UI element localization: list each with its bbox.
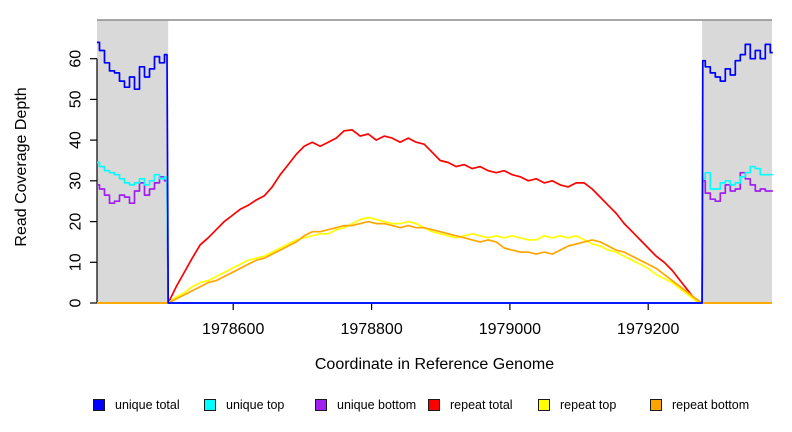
legend-item-unique-bottom: unique bottom — [315, 398, 416, 412]
y-tick-label: 30 — [68, 172, 85, 190]
x-tick-label: 1979200 — [617, 321, 679, 338]
legend-label-repeat-top: repeat top — [560, 398, 617, 412]
legend-swatch-repeat-bottom — [650, 399, 662, 411]
y-tick-label: 40 — [68, 131, 85, 149]
y-tick-label: 20 — [68, 213, 85, 231]
y-tick-label: 50 — [68, 90, 85, 108]
legend-label-repeat-total: repeat total — [450, 398, 513, 412]
series-repeat-bottom — [97, 220, 772, 304]
legend-item-repeat-top: repeat top — [538, 398, 616, 412]
legend-swatch-unique-top — [204, 399, 216, 411]
x-tick-label: 1978600 — [202, 321, 264, 338]
legend-label-unique-top: unique top — [226, 398, 285, 412]
series-repeat-top — [97, 216, 772, 304]
x-axis-title: Coordinate in Reference Genome — [314, 356, 555, 373]
legend-swatch-repeat-top — [538, 399, 550, 411]
legend: unique total unique top unique bottom re… — [0, 398, 792, 422]
legend-label-unique-total: unique total — [115, 398, 180, 412]
y-tick-label: 10 — [68, 253, 85, 271]
x-tick-label: 1979000 — [479, 321, 541, 338]
series-unique-total — [97, 41, 773, 304]
series-repeat-total — [97, 129, 772, 304]
legend-item-unique-total: unique total — [93, 398, 180, 412]
y-tick-label: 0 — [68, 298, 85, 307]
y-axis-title: Read Coverage Depth — [13, 87, 30, 247]
legend-item-repeat-total: repeat total — [428, 398, 513, 412]
legend-label-repeat-bottom: repeat bottom — [672, 398, 750, 412]
legend-swatch-repeat-total — [428, 399, 440, 411]
y-tick-label: 60 — [68, 50, 85, 68]
legend-swatch-unique-total — [93, 399, 105, 411]
unique-region-right — [702, 20, 772, 303]
legend-swatch-unique-bottom — [315, 399, 327, 411]
legend-label-unique-bottom: unique bottom — [337, 398, 417, 412]
legend-item-unique-top: unique top — [204, 398, 284, 412]
x-tick-label: 1978800 — [340, 321, 402, 338]
legend-item-repeat-bottom: repeat bottom — [650, 398, 749, 412]
